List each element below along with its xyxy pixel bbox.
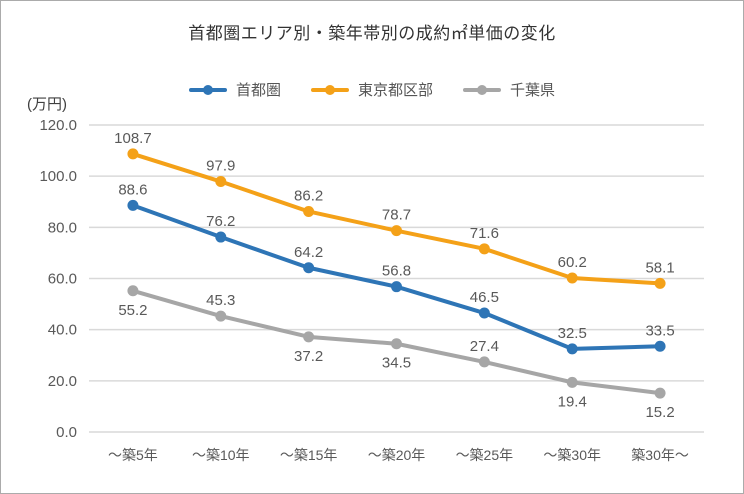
data-label-1-3: 78.7 (382, 207, 411, 224)
y-tick-label: 120.0 (39, 117, 77, 134)
y-tick-label: 0.0 (56, 424, 77, 441)
data-point-2-1 (215, 310, 227, 322)
data-point-2-0 (127, 285, 139, 297)
data-point-1-3 (391, 225, 402, 237)
data-point-0-4 (478, 307, 490, 319)
legend-label: 東京都区部 (357, 82, 433, 99)
data-label-2-5: 19.4 (558, 393, 587, 410)
data-point-0-0 (127, 199, 139, 211)
data-label-0-5: 32.5 (558, 325, 587, 342)
data-label-0-0: 88.6 (118, 181, 147, 198)
data-point-1-2 (303, 205, 315, 217)
data-point-2-2 (303, 331, 315, 343)
x-axis-label: 〜築5年 (108, 447, 158, 463)
data-label-2-0: 55.2 (118, 302, 147, 319)
x-axis-label: 築30年〜 (631, 447, 689, 463)
data-label-1-5: 60.2 (558, 254, 587, 271)
data-point-0-5 (566, 343, 578, 355)
data-label-2-6: 15.2 (645, 404, 674, 421)
x-axis-label: 〜築30年 (543, 447, 601, 463)
data-label-0-3: 56.8 (382, 263, 411, 280)
data-label-2-2: 37.2 (294, 348, 323, 365)
data-label-2-4: 27.4 (470, 338, 499, 355)
data-point-0-6 (654, 340, 666, 352)
chart-title: 首都圏エリア別・築年帯別の成約㎡単価の変化 (188, 24, 556, 43)
data-point-2-5 (566, 376, 578, 388)
data-label-2-1: 45.3 (206, 292, 235, 309)
data-label-1-0: 108.7 (114, 130, 152, 147)
data-label-0-1: 76.2 (206, 213, 235, 230)
data-label-1-2: 86.2 (294, 187, 323, 204)
x-axis-label: 〜築25年 (456, 447, 514, 463)
data-label-1-6: 58.1 (645, 259, 674, 276)
data-point-2-6 (654, 387, 666, 399)
x-axis-label: 〜築20年 (368, 447, 426, 463)
legend-label: 千葉県 (510, 82, 556, 99)
data-label-0-4: 46.5 (470, 289, 499, 306)
data-point-0-1 (215, 231, 227, 243)
y-axis-unit-label: (万円) (27, 96, 67, 113)
legend-line-marker-icon (188, 84, 227, 95)
y-tick-label: 40.0 (48, 322, 77, 339)
data-point-0-3 (391, 281, 402, 293)
data-point-1-6 (654, 277, 666, 289)
data-point-2-3 (391, 338, 402, 350)
legend-item-0: 首都圏 (188, 79, 281, 100)
data-label-0-6: 33.5 (645, 322, 674, 339)
x-axis-label: 〜築10年 (192, 447, 250, 463)
data-point-1-0 (127, 148, 139, 160)
data-label-0-2: 64.2 (294, 244, 323, 261)
data-point-1-1 (215, 176, 227, 188)
x-axis-label: 〜築15年 (280, 447, 338, 463)
legend-line-marker-icon (310, 84, 349, 95)
legend-item-1: 東京都区部 (310, 79, 433, 100)
y-tick-label: 80.0 (48, 219, 77, 236)
y-tick-label: 100.0 (39, 168, 77, 185)
legend-line-marker-icon (463, 84, 501, 95)
y-tick-label: 20.0 (48, 373, 77, 390)
chart-legend: 首都圏 東京都区部 千葉県 (1, 79, 743, 100)
legend-item-2: 千葉県 (463, 79, 555, 100)
y-tick-label: 60.0 (48, 271, 77, 288)
data-label-1-4: 71.6 (470, 225, 499, 242)
data-label-2-3: 34.5 (382, 355, 411, 372)
data-point-1-5 (566, 272, 578, 284)
data-point-2-4 (478, 356, 490, 368)
data-label-1-1: 97.9 (206, 158, 235, 175)
data-point-0-2 (303, 262, 315, 274)
data-point-1-4 (478, 243, 490, 255)
legend-label: 首都圏 (235, 82, 281, 99)
